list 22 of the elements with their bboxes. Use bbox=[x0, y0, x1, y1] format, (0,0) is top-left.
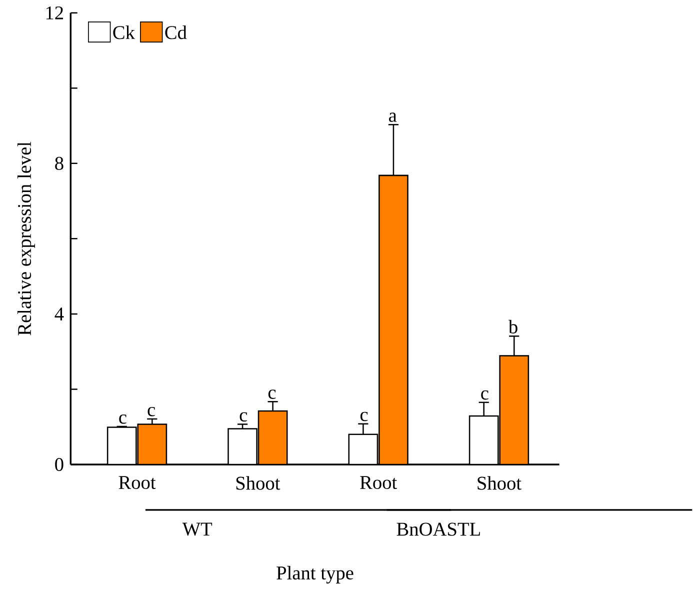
x-tick-label: Shoot bbox=[236, 476, 280, 490]
data-label: c bbox=[148, 406, 156, 416]
data-label: c bbox=[119, 414, 126, 424]
legend-label: Ck bbox=[113, 26, 135, 40]
text: BnOASTL bbox=[396, 522, 480, 536]
y-tick-label: 4 bbox=[54, 308, 64, 320]
y-axis-title: Relative expression level bbox=[17, 142, 35, 336]
data-label: a bbox=[389, 112, 397, 122]
y-tick-label: 12 bbox=[46, 6, 63, 20]
data-label: c bbox=[268, 390, 276, 399]
x-tick-label: Root bbox=[360, 476, 398, 490]
text: WT bbox=[182, 522, 212, 536]
x-axis-title: Plant type bbox=[276, 566, 354, 584]
y-tick-label: 8 bbox=[55, 156, 64, 170]
x-tick-label: Shoot bbox=[478, 476, 522, 490]
data-label: c bbox=[360, 412, 368, 422]
data-label: b bbox=[508, 320, 518, 334]
data-label: c bbox=[240, 412, 248, 422]
y-tick-label: 0 bbox=[55, 458, 64, 472]
legend-label: Cd bbox=[165, 26, 187, 40]
data-label: c bbox=[481, 390, 488, 400]
x-tick-label: Root bbox=[118, 476, 156, 490]
